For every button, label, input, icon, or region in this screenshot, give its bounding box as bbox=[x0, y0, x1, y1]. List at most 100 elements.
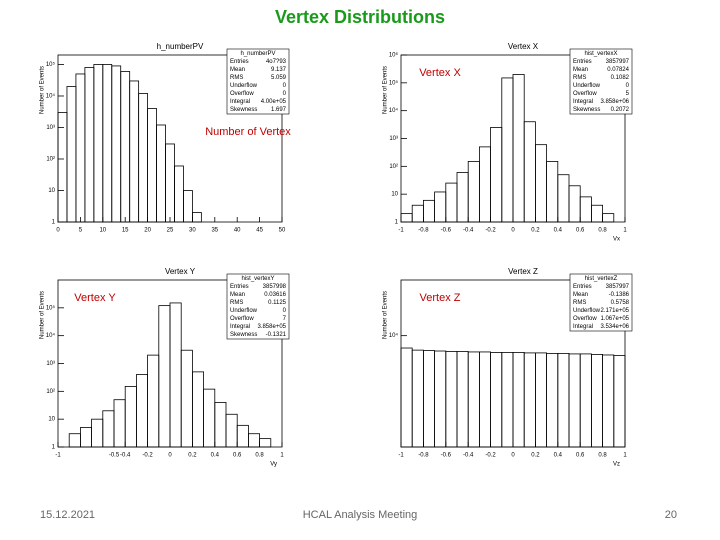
x-tick-label: 0.8 bbox=[598, 453, 607, 459]
stats-name: hist_vertexX bbox=[584, 51, 617, 57]
annotation: Vertex Y bbox=[74, 292, 116, 304]
histogram-bar bbox=[75, 73, 86, 223]
histogram-bar bbox=[165, 143, 175, 223]
x-tick-label: -1 bbox=[398, 453, 404, 459]
histogram-bar bbox=[102, 64, 113, 223]
stats-label: Underflow bbox=[230, 308, 258, 314]
x-tick-label: -0.4 bbox=[120, 453, 131, 459]
histogram-bar bbox=[102, 410, 115, 448]
stats-value: 5.059 bbox=[271, 75, 287, 81]
histogram-bar bbox=[591, 354, 604, 448]
x-tick-label: 1 bbox=[623, 228, 627, 234]
histogram-bar bbox=[91, 418, 104, 448]
x-tick-label: 1 bbox=[623, 453, 627, 459]
histogram-bar bbox=[247, 433, 260, 448]
annotation: Number of Vertex bbox=[205, 126, 291, 138]
x-tick-label: -0.2 bbox=[142, 453, 153, 459]
stats-label: Mean bbox=[573, 67, 588, 73]
x-tick-label: 0.6 bbox=[576, 228, 585, 234]
x-tick-label: -0.5 bbox=[109, 453, 120, 459]
x-tick-label: -0.2 bbox=[485, 228, 496, 234]
y-tick-label: 1 bbox=[395, 220, 399, 226]
stats-label: Entries bbox=[573, 284, 592, 290]
x-tick-label: 25 bbox=[167, 228, 174, 234]
x-tick-label: 45 bbox=[256, 228, 263, 234]
stats-label: RMS bbox=[573, 75, 586, 81]
stats-value: 1.697 bbox=[271, 107, 287, 113]
x-axis-label: Vy bbox=[270, 462, 277, 468]
stats-value: 4o7?93 bbox=[266, 59, 287, 65]
x-tick-label: 0.2 bbox=[531, 228, 540, 234]
x-axis-label: Vx bbox=[613, 237, 620, 243]
histogram-bar bbox=[180, 349, 193, 448]
stats-label: Integral bbox=[573, 99, 593, 105]
histogram-bar bbox=[214, 402, 227, 448]
histogram-title: h_numberPV bbox=[157, 42, 204, 51]
stats-box bbox=[569, 273, 633, 332]
histogram-bar bbox=[124, 386, 137, 448]
x-tick-label: 0.4 bbox=[211, 453, 220, 459]
histogram-bar bbox=[120, 71, 131, 223]
histogram-bar bbox=[147, 354, 160, 448]
stats-value: 4.00e+05 bbox=[261, 99, 287, 105]
histogram-bar bbox=[512, 352, 525, 448]
x-tick-label: -0.8 bbox=[418, 453, 429, 459]
y-axis-label: Number of Events bbox=[40, 66, 46, 114]
stats-value: 7 bbox=[283, 316, 287, 322]
stats-value: 2.171e+05 bbox=[600, 308, 629, 314]
annotation: Vertex Z bbox=[420, 292, 461, 304]
histogram-bar bbox=[422, 199, 435, 223]
stats-value: 1.067e+05 bbox=[600, 316, 629, 322]
y-tick-label: 10⁵ bbox=[46, 304, 56, 311]
stats-value: 9.137 bbox=[271, 67, 287, 73]
x-tick-label: -0.2 bbox=[485, 453, 496, 459]
stats-value: 0.2072 bbox=[611, 107, 630, 113]
x-tick-label: -0.4 bbox=[463, 453, 474, 459]
x-tick-label: 20 bbox=[144, 228, 151, 234]
histogram-bar bbox=[400, 347, 413, 448]
stats-label: Overflow bbox=[573, 316, 597, 322]
histogram-bar bbox=[523, 121, 536, 223]
stats-value: 3857998 bbox=[263, 284, 287, 290]
y-tick-label: 10³ bbox=[46, 125, 55, 131]
y-tick-label: 10³ bbox=[389, 136, 398, 142]
stats-label: Overflow bbox=[230, 91, 254, 97]
stats-name: h_numberPV bbox=[240, 51, 275, 57]
stats-label: Mean bbox=[230, 67, 245, 73]
stats-box bbox=[226, 48, 290, 115]
y-tick-label: 1 bbox=[52, 220, 56, 226]
histogram-bar bbox=[523, 352, 536, 448]
stats-value: 0 bbox=[283, 308, 287, 314]
stats-label: RMS bbox=[230, 75, 243, 81]
histogram-title: Vertex Z bbox=[508, 267, 538, 276]
y-tick-label: 10³ bbox=[46, 361, 55, 367]
histogram-bar bbox=[557, 174, 570, 223]
x-tick-label: 0.2 bbox=[531, 453, 540, 459]
page-number: 20 bbox=[665, 509, 677, 521]
histogram-bar bbox=[546, 353, 559, 448]
y-tick-label: 1 bbox=[52, 445, 56, 451]
histogram-bar bbox=[68, 433, 81, 448]
stats-label: Entries bbox=[230, 284, 249, 290]
x-tick-label: 35 bbox=[211, 228, 218, 234]
stats-value: 3.534e+06 bbox=[600, 324, 629, 330]
x-tick-label: -1 bbox=[398, 228, 404, 234]
stats-label: Skewness bbox=[230, 107, 257, 113]
stats-label: Integral bbox=[230, 324, 250, 330]
stats-box bbox=[226, 273, 290, 340]
x-axis-label: Vz bbox=[613, 462, 620, 468]
histogram-bar bbox=[259, 438, 272, 448]
histogram-bar bbox=[84, 67, 95, 223]
histogram-bar bbox=[158, 305, 171, 448]
histogram-bar bbox=[490, 352, 503, 448]
stats-value: 0.5758 bbox=[611, 300, 630, 306]
annotation: Vertex X bbox=[419, 67, 461, 79]
x-tick-label: 0 bbox=[511, 228, 515, 234]
histogram-bar bbox=[568, 185, 581, 223]
histogram-bar bbox=[411, 349, 424, 448]
histogram-bar bbox=[400, 213, 413, 223]
histogram-bar bbox=[169, 302, 182, 448]
histogram-bar bbox=[478, 351, 491, 448]
histogram-bar bbox=[225, 413, 238, 448]
x-tick-label: 10 bbox=[99, 228, 106, 234]
